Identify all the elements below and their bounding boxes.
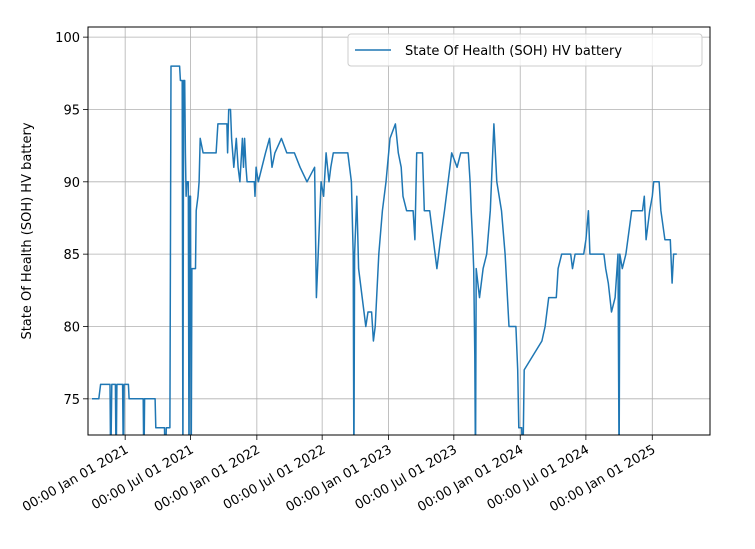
grid-lines — [88, 27, 710, 435]
y-tick-label: 100 — [55, 31, 80, 46]
y-tick-label: 75 — [63, 393, 80, 408]
y-tick-label: 95 — [63, 103, 80, 118]
legend-label-soh: State Of Health (SOH) HV battery — [405, 44, 622, 59]
y-tick-label: 85 — [63, 248, 80, 263]
legend: State Of Health (SOH) HV battery — [347, 33, 703, 67]
legend-box — [347, 33, 703, 67]
y-axis-label: State Of Health (SOH) HV battery — [20, 122, 35, 339]
y-tick-label: 80 — [63, 320, 80, 335]
y-tick-label: 90 — [63, 176, 80, 191]
plot-frame — [87, 26, 711, 436]
series-line-soh — [92, 65, 677, 435]
y-axis-ticks: 75 80 85 90 95 100 — [55, 31, 88, 408]
